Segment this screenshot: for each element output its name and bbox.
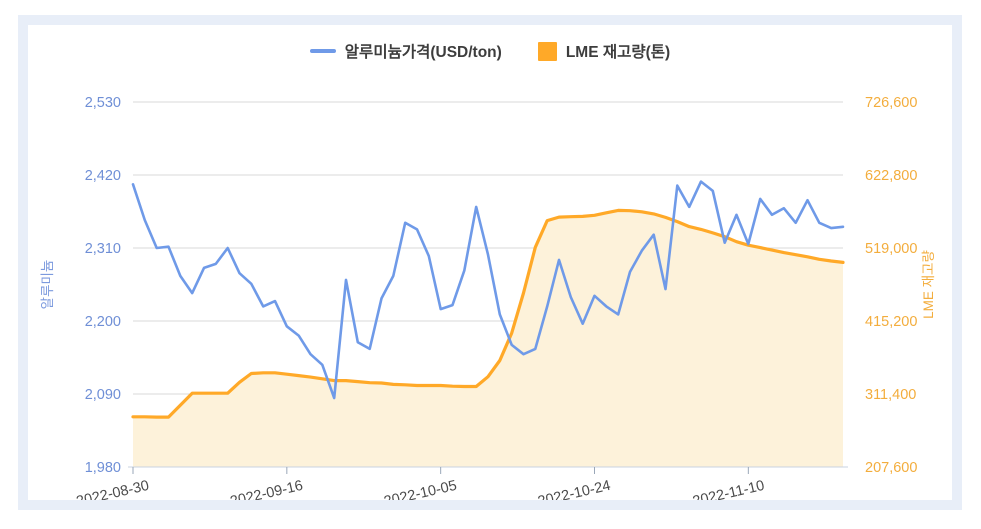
- y-axis-left-tick-label: 2,310: [85, 241, 121, 257]
- chart-contents: 2,530 726,600 2,420 622,800 2,310 519,000 2,20…: [40, 95, 936, 500]
- y-axis-right-tick-label: 726,600: [865, 95, 917, 111]
- x-axis-tick-label: 2022-11-10: [691, 478, 766, 500]
- y-axis-right-tick-label: 207,600: [865, 460, 917, 476]
- y-axis-right-tick-label: 415,200: [865, 314, 917, 330]
- x-axis-tick-label: 2022-09-16: [229, 478, 305, 500]
- y-axis-left-tick-label: 2,200: [85, 314, 121, 330]
- chart-legend: 알루미늄가격(USD/ton) LME 재고량(톤): [28, 40, 952, 62]
- lme-stock-line[interactable]: [131, 208, 845, 419]
- aluminum-price-line[interactable]: [131, 180, 845, 400]
- y-axis-left-title: 알루미늄: [40, 260, 55, 310]
- y-axis-right-tick-label: 311,400: [865, 387, 916, 403]
- chart-card-frame: 알루미늄가격(USD/ton) LME 재고량(톤) 2,530 726,600 2…: [18, 15, 962, 510]
- legend-label-lme-stock: LME 재고량(톤): [565, 44, 671, 61]
- x-axis-tick-label: 2022-10-05: [382, 478, 458, 500]
- legend-item-aluminum-price[interactable]: 알루미늄가격(USD/ton): [309, 40, 502, 62]
- chart-svg[interactable]: 2,530 726,600 2,420 622,800 2,310 519,000 2,20…: [28, 25, 952, 500]
- y-axis-left-tick-label: 2,420: [85, 168, 121, 184]
- legend-label-aluminum-price: 알루미늄가격(USD/ton): [344, 44, 502, 61]
- legend-square-icon: [537, 41, 557, 61]
- legend-item-lme-stock[interactable]: LME 재고량(톤): [537, 40, 671, 62]
- lme-stock-area-fill: [133, 210, 843, 467]
- y-axis-left-tick-label: 2,530: [85, 95, 121, 111]
- chart-plot-area[interactable]: 2,530 726,600 2,420 622,800 2,310 519,000 2,20…: [28, 25, 952, 500]
- legend-line-icon: [309, 49, 336, 53]
- y-axis-left-tick-label: 1,980: [85, 460, 121, 476]
- y-axis-right-title: LME 재고량: [921, 250, 936, 319]
- y-axis-right-tick-label: 622,800: [865, 168, 917, 184]
- chart-card: 알루미늄가격(USD/ton) LME 재고량(톤) 2,530 726,600 2…: [28, 25, 952, 500]
- x-axis-tick-label: 2022-10-24: [536, 478, 612, 500]
- y-axis-left-tick-label: 2,090: [85, 387, 121, 403]
- y-axis-right-tick-label: 519,000: [865, 241, 917, 257]
- x-axis-tick-label: 2022-08-30: [75, 478, 151, 500]
